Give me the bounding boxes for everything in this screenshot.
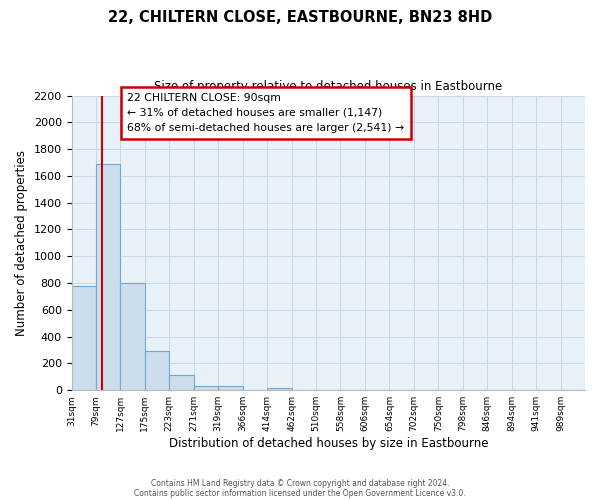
- Bar: [96, 164, 121, 390]
- Bar: [218, 386, 242, 390]
- Bar: [121, 283, 145, 390]
- X-axis label: Distribution of detached houses by size in Eastbourne: Distribution of detached houses by size …: [169, 437, 488, 450]
- Text: Contains HM Land Registry data © Crown copyright and database right 2024.: Contains HM Land Registry data © Crown c…: [151, 478, 449, 488]
- Text: 22 CHILTERN CLOSE: 90sqm
← 31% of detached houses are smaller (1,147)
68% of sem: 22 CHILTERN CLOSE: 90sqm ← 31% of detach…: [127, 93, 404, 133]
- Bar: [71, 286, 96, 390]
- Text: 22, CHILTERN CLOSE, EASTBOURNE, BN23 8HD: 22, CHILTERN CLOSE, EASTBOURNE, BN23 8HD: [108, 10, 492, 25]
- Bar: [194, 386, 218, 390]
- Y-axis label: Number of detached properties: Number of detached properties: [15, 150, 28, 336]
- Bar: [169, 376, 194, 390]
- Text: Contains public sector information licensed under the Open Government Licence v3: Contains public sector information licen…: [134, 488, 466, 498]
- Bar: [145, 350, 169, 390]
- Bar: [267, 388, 292, 390]
- Title: Size of property relative to detached houses in Eastbourne: Size of property relative to detached ho…: [154, 80, 502, 93]
